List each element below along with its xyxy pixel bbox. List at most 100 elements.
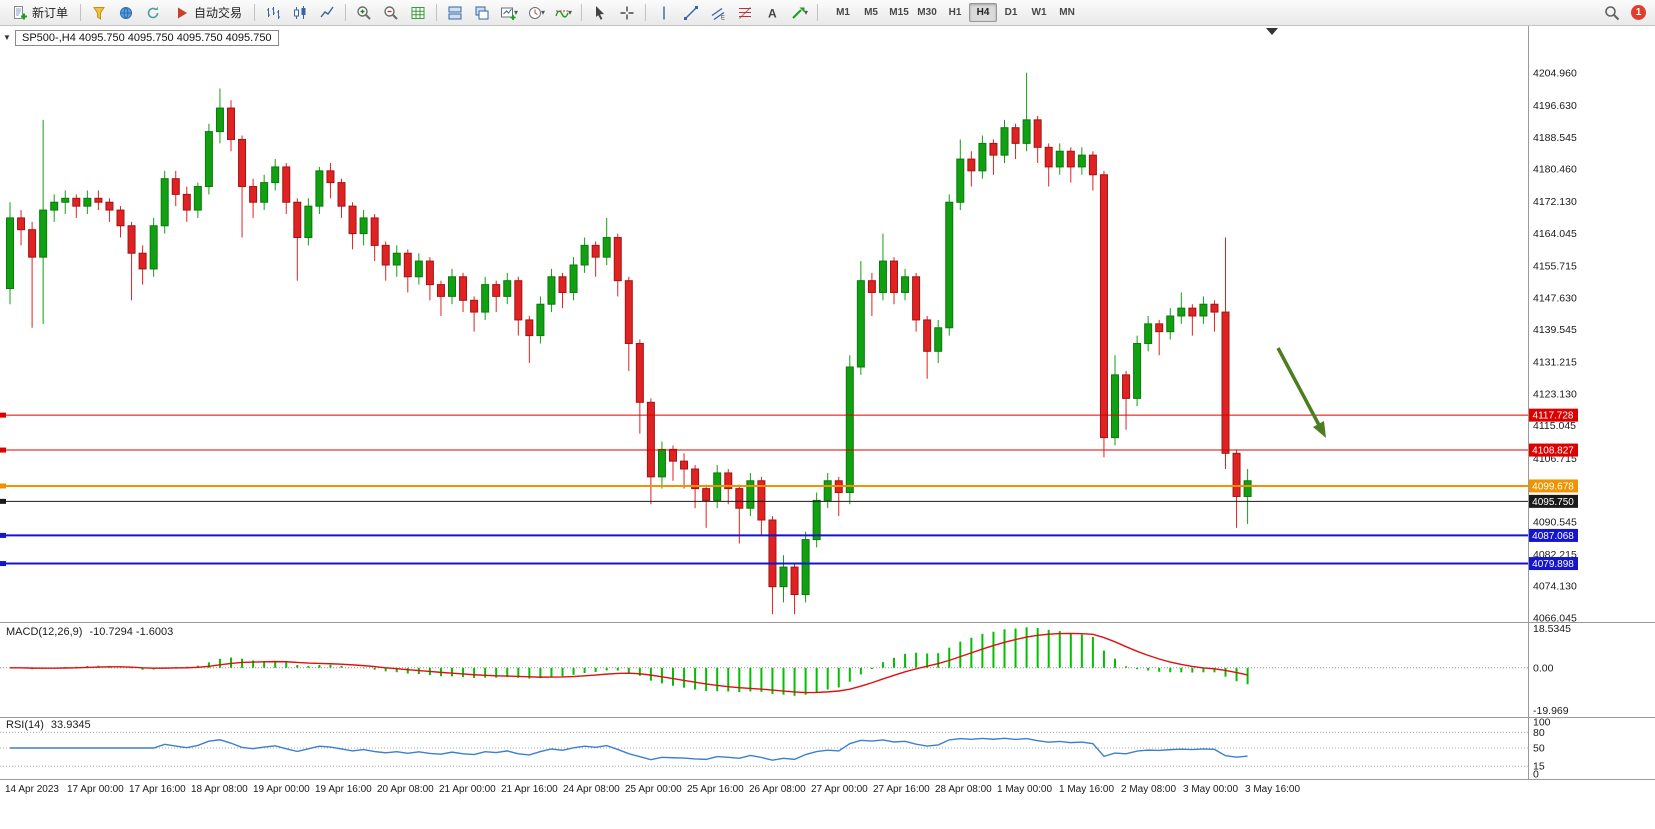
timeframe-m15[interactable]: M15 — [889, 7, 909, 18]
toolbar-separator — [581, 4, 583, 21]
timeframe-m5[interactable]: M5 — [864, 7, 878, 18]
new-order-button[interactable]: 新订单 — [5, 2, 75, 23]
zoom-out-icon[interactable] — [378, 1, 404, 24]
chart-shift-marker[interactable] — [1266, 28, 1278, 35]
price-line-left-marker — [0, 447, 6, 453]
price-line-left-marker — [0, 483, 6, 489]
candle — [1044, 146, 1053, 168]
price-axis-label: 4115.045 — [1533, 420, 1576, 432]
equidistant-channel-icon[interactable]: E — [705, 1, 731, 24]
indicators-icon[interactable]: ▾ — [550, 1, 576, 24]
text-icon[interactable]: A — [759, 1, 785, 24]
time-axis-label: 28 Apr 08:00 — [935, 784, 992, 795]
search-icon[interactable] — [1599, 1, 1625, 24]
timeframe-m1[interactable]: M1 — [836, 7, 850, 18]
period-clock-icon[interactable]: ▾ — [523, 1, 549, 24]
candle — [149, 225, 158, 270]
timeframe-mn[interactable]: MN — [1059, 7, 1075, 18]
macd-histogram — [20, 627, 1249, 696]
price-line-left-marker — [0, 498, 6, 504]
time-axis-label: 26 Apr 08:00 — [749, 784, 806, 795]
rsi-value: 33.9345 — [50, 719, 91, 731]
candle — [348, 205, 357, 235]
arrows-icon[interactable]: ▾ — [786, 1, 812, 24]
arrow-shaft — [1276, 347, 1321, 426]
timeframe-h4[interactable]: H4 — [969, 3, 998, 22]
rsi-axis-label: 100 — [1533, 717, 1551, 729]
bar-chart-icon[interactable] — [260, 1, 286, 24]
time-axis[interactable]: 14 Apr 2023 17 Apr 00:00 17 Apr 16:00 18 Ap… — [5, 784, 1300, 795]
candle — [481, 284, 490, 313]
price-axis-label: 4074.130 — [1533, 581, 1577, 593]
price-tag — [1529, 557, 1578, 571]
timeframe-w1[interactable]: W1 — [1031, 7, 1047, 18]
candle — [845, 366, 854, 494]
rsi-indicator-label: RSI(14) 33.9345 — [6, 719, 91, 731]
macd-axis-label: 0.00 — [1533, 662, 1554, 674]
rsi-axis-label: 0 — [1533, 769, 1539, 781]
price-axis-label: 4180.460 — [1533, 164, 1577, 176]
funnel-icon[interactable] — [86, 1, 112, 24]
notification-badge[interactable]: 1 — [1631, 5, 1646, 20]
candle — [591, 244, 600, 258]
candle — [956, 158, 965, 203]
candle — [901, 276, 910, 293]
price-axis-label: 4066.045 — [1533, 612, 1577, 624]
price-tag-label: 4095.750 — [1532, 497, 1574, 508]
time-axis-label: 19 Apr 00:00 — [253, 784, 310, 795]
arrow-annotation[interactable] — [1276, 347, 1326, 438]
candle — [978, 142, 987, 172]
candle — [790, 566, 799, 596]
candle — [326, 170, 335, 184]
cursor-icon[interactable] — [587, 1, 613, 24]
candle — [160, 178, 169, 227]
new-chart-icon[interactable]: ▾ — [496, 1, 522, 24]
candle — [569, 264, 578, 293]
timeframe-h1[interactable]: H1 — [948, 7, 962, 18]
time-axis-label: 3 May 16:00 — [1245, 784, 1300, 795]
candle — [691, 468, 700, 490]
candle — [536, 303, 545, 337]
play-icon — [174, 5, 190, 21]
candle — [204, 131, 213, 188]
rsi-name: RSI(14) — [6, 719, 44, 731]
candle — [580, 244, 589, 266]
time-axis-label: 18 Apr 08:00 — [191, 784, 248, 795]
cascade-windows-icon[interactable] — [469, 1, 495, 24]
auto-trading-button[interactable]: 自动交易 — [167, 2, 249, 23]
zoom-in-icon[interactable] — [351, 1, 377, 24]
candle — [28, 229, 37, 258]
candle — [1033, 119, 1042, 148]
price-axis-label: 4139.545 — [1533, 324, 1577, 336]
price-line-left-marker — [0, 412, 6, 418]
candle — [912, 276, 921, 321]
candle — [392, 252, 401, 266]
globe-icon[interactable] — [113, 1, 139, 24]
time-axis-label: 1 May 16:00 — [1059, 784, 1114, 795]
grid-icon[interactable] — [405, 1, 431, 24]
trendline-icon[interactable] — [678, 1, 704, 24]
chart-collapse-icon[interactable]: ▼ — [3, 33, 11, 42]
time-axis-label: 25 Apr 00:00 — [625, 784, 682, 795]
chart-window[interactable]: 4204.960 4196.630 4188.545 4180.460 4172.130… — [0, 26, 1655, 829]
chart-canvas[interactable]: 4204.960 4196.630 4188.545 4180.460 4172.130… — [0, 26, 1655, 829]
macd-indicator-label: MACD(12,26,9) -10.7294 -1.6003 — [6, 626, 173, 638]
timeframe-m30[interactable]: M30 — [917, 7, 937, 18]
timeframe-d1[interactable]: D1 — [1004, 7, 1018, 18]
new-order-label: 新订单 — [32, 6, 69, 20]
vertical-line-icon[interactable] — [651, 1, 677, 24]
time-axis-label: 24 Apr 08:00 — [563, 784, 620, 795]
tile-windows-icon[interactable] — [442, 1, 468, 24]
refresh-icon[interactable] — [140, 1, 166, 24]
candle — [1022, 119, 1031, 144]
price-axis-label: 4123.130 — [1533, 388, 1577, 400]
candlestick-chart-icon[interactable] — [287, 1, 313, 24]
fibonacci-icon[interactable] — [732, 1, 758, 24]
candle — [39, 209, 48, 258]
candle — [1243, 480, 1252, 497]
candle — [50, 201, 59, 211]
candle — [967, 158, 976, 172]
price-axis-label: 4172.130 — [1533, 196, 1577, 208]
crosshair-icon[interactable] — [614, 1, 640, 24]
line-chart-icon[interactable] — [314, 1, 340, 24]
